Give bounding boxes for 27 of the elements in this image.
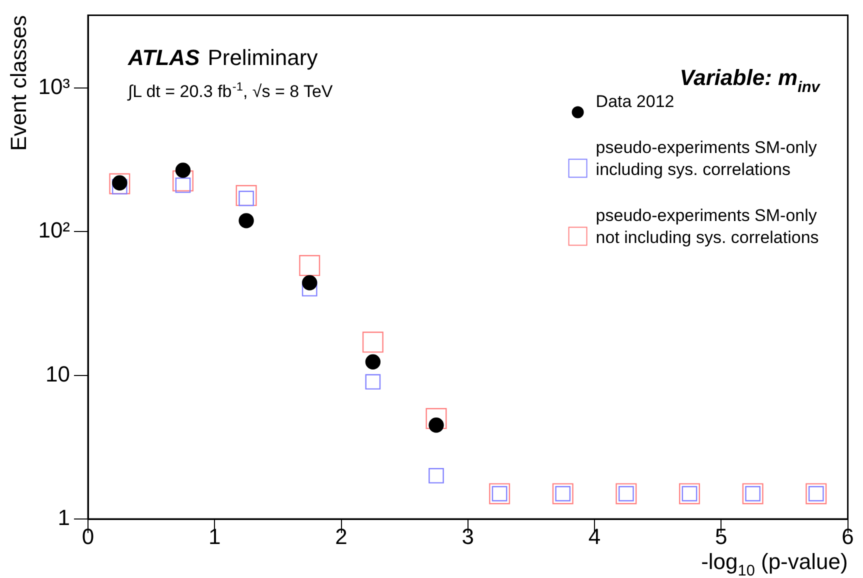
x-tick-label: 2 [335, 524, 348, 550]
point [365, 374, 381, 390]
annotation: ATLAS [127, 45, 200, 70]
legend-label: pseudo-experiments SM-only including sys. correlations [596, 138, 818, 180]
point [362, 332, 384, 353]
point [302, 281, 318, 296]
y-axis-title: Event classes [6, 15, 31, 151]
y-tick-label: 1 [58, 505, 70, 530]
point [365, 354, 381, 370]
x-tick-label: 5 [715, 524, 728, 550]
x-tick-label: 6 [842, 524, 854, 550]
annotation: Preliminary [208, 45, 318, 70]
legend-label: pseudo-experiments SM-only not including sys. correlations [596, 206, 819, 248]
y-tick-label: 10³ [38, 74, 70, 99]
legend-label: Data 2012 [596, 92, 674, 112]
y-tick-label: 10 [46, 361, 70, 386]
point [299, 255, 320, 276]
y-tick-label: 10² [38, 218, 70, 243]
point [175, 162, 191, 178]
point [428, 468, 444, 484]
x-tick-label: 4 [588, 524, 601, 550]
point [302, 275, 318, 290]
x-tick-label: 0 [82, 524, 94, 550]
x-tick-label: 3 [462, 524, 474, 550]
point [238, 213, 254, 228]
point [172, 170, 194, 192]
point [426, 408, 447, 430]
